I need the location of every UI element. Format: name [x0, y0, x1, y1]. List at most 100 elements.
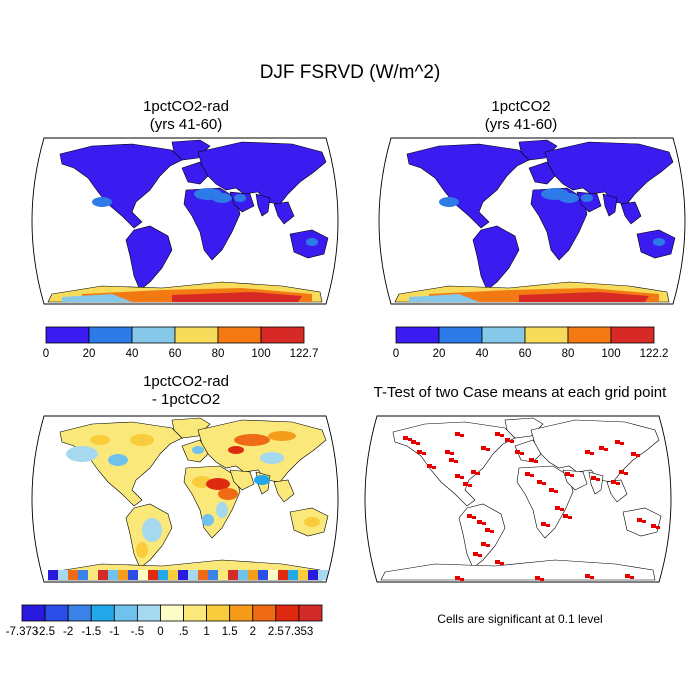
significant-cell: [534, 460, 538, 463]
colorbar-tick-label: 80: [212, 348, 225, 360]
significant-cell: [485, 528, 490, 532]
panel-title-rad-line1: 1pctCO2-rad: [143, 98, 229, 115]
significant-cell: [450, 452, 454, 455]
land-india: [588, 471, 604, 495]
significant-cell: [616, 482, 620, 485]
significant-cell: [549, 488, 554, 492]
significant-cell: [417, 450, 422, 454]
significant-cell: [500, 434, 504, 437]
significant-cell: [541, 522, 546, 526]
land-antarctica: [380, 559, 656, 581]
diff-patch: [136, 542, 148, 558]
map-panel-rad: [31, 137, 339, 305]
significant-cell: [510, 440, 514, 443]
significant-cell: [505, 438, 510, 442]
map-panel-diff: [31, 415, 339, 583]
colorbar-tick-label: 7.353: [285, 626, 314, 638]
significant-cell: [460, 434, 464, 437]
significant-cell: [563, 514, 568, 518]
land-northAmerica: [59, 143, 183, 229]
panel-title-ttest: T-Test of two Case means at each grid po…: [373, 384, 667, 401]
map-panel-ttest: [364, 415, 672, 583]
colorbar-tick-label: 0: [43, 348, 49, 360]
significant-cell: [585, 574, 590, 578]
desert-patch: [653, 238, 665, 246]
significant-cell: [604, 448, 608, 451]
land-europeWest: [528, 161, 556, 185]
colorbar-swatch: [252, 604, 277, 622]
significant-cell: [471, 470, 476, 474]
diff-patch: [192, 446, 204, 454]
significant-cell: [495, 560, 500, 564]
significant-cell: [620, 442, 624, 445]
colorbar-swatch: [113, 604, 138, 622]
land-southAmerica: [472, 225, 520, 291]
diff-patch: [260, 452, 284, 464]
colorbar-tick-label: 40: [476, 348, 489, 360]
colorbar-swatch: [524, 326, 569, 344]
desert-patch: [581, 194, 593, 202]
map-rad-content: [31, 137, 339, 305]
significant-cell: [473, 552, 478, 556]
significant-cell: [432, 466, 436, 469]
significant-cell: [495, 432, 500, 436]
significant-cell: [520, 452, 524, 455]
significant-cell: [472, 516, 476, 519]
significant-cell: [454, 460, 458, 463]
significant-cell: [463, 482, 468, 486]
colorbar-tick-label: .5: [179, 626, 189, 638]
land-seAsia: [273, 479, 295, 503]
significant-cell: [560, 508, 564, 511]
desert-patch: [234, 194, 246, 202]
significant-cell: [455, 576, 460, 580]
significant-cell: [615, 440, 620, 444]
colorbar-tick-label: 0: [393, 348, 399, 360]
colorbar-tick-label: 60: [169, 348, 182, 360]
land-seAsia: [273, 201, 295, 225]
land-northAmerica: [406, 143, 530, 229]
significant-cell: [481, 446, 486, 450]
colorbar-swatch: [260, 326, 305, 344]
land-southAmerica: [125, 225, 173, 291]
significant-cell: [486, 448, 490, 451]
land-africa: [183, 465, 241, 539]
significant-cell: [624, 472, 628, 475]
panel-title-rad-line2: (yrs 41-60): [149, 116, 223, 133]
significant-cell: [540, 578, 544, 581]
significant-cell: [455, 474, 460, 478]
colorbar-swatch: [45, 326, 90, 344]
colorbar-swatch: [67, 604, 92, 622]
map-outline: [31, 415, 339, 583]
significant-cell: [611, 480, 616, 484]
colorbar-tick-label: 80: [562, 348, 575, 360]
panel-title-ctrl-line1: 1pctCO2: [491, 98, 551, 115]
significant-cell: [631, 452, 636, 456]
significant-cell: [651, 524, 656, 528]
colorbar-swatch: [44, 604, 69, 622]
land-eurasia: [197, 141, 327, 205]
significant-cell: [568, 516, 572, 519]
panel-title-diff: 1pctCO2-rad - 1pctCO2: [25, 373, 347, 409]
significant-cell: [408, 438, 412, 441]
colorbar-swatch: [183, 604, 208, 622]
colorbar-tick-label: 20: [433, 348, 446, 360]
diff-patch: [268, 431, 296, 441]
colorbar-swatch: [481, 326, 526, 344]
significant-cell: [636, 454, 640, 457]
significant-cell: [656, 526, 660, 529]
significant-cell: [642, 520, 646, 523]
significant-cell: [535, 576, 540, 580]
colorbar-tick-label: 1: [203, 626, 209, 638]
antarctica-field: [47, 281, 323, 303]
colorbar-tick-label: -1: [109, 626, 119, 638]
desert-patch: [212, 193, 232, 203]
significant-cell: [596, 478, 600, 481]
significant-cell: [422, 452, 426, 455]
significant-cell: [477, 520, 482, 524]
colorbar-swatch: [21, 604, 46, 622]
significant-cell: [478, 554, 482, 557]
colorbar-tick-label: 2: [250, 626, 256, 638]
map-diff-content: [31, 415, 339, 583]
diff-patch: [216, 502, 228, 518]
diff-patch: [90, 435, 110, 445]
